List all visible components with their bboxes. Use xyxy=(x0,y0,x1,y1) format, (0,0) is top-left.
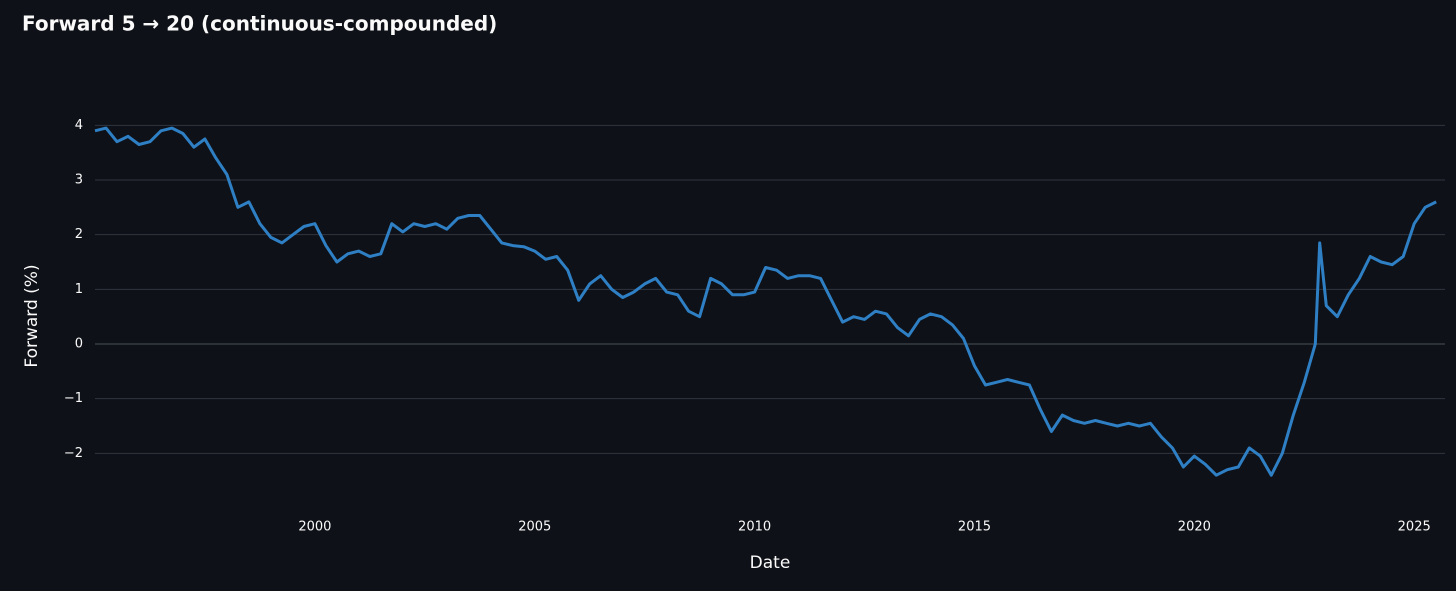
x-tick-label: 2025 xyxy=(1398,520,1431,535)
chart-title: Forward 5 → 20 (continuous-compounded) xyxy=(22,12,497,36)
y-tick-label: −2 xyxy=(64,446,83,461)
y-tick-label: −1 xyxy=(64,391,83,406)
y-tick-label: 2 xyxy=(75,227,83,242)
y-tick-label: 1 xyxy=(75,282,83,297)
y-tick-label: 0 xyxy=(75,337,83,352)
x-tick-label: 2020 xyxy=(1178,520,1211,535)
x-tick-label: 2000 xyxy=(298,520,331,535)
x-tick-label: 2010 xyxy=(738,520,771,535)
x-tick-label: 2015 xyxy=(958,520,991,535)
x-tick-label: 2005 xyxy=(518,520,551,535)
x-axis-title: Date xyxy=(750,553,791,573)
y-axis-title: Forward (%) xyxy=(22,264,42,367)
data-line xyxy=(94,126,1437,477)
y-tick-label: 3 xyxy=(75,173,83,188)
y-tick-label: 4 xyxy=(75,118,83,133)
